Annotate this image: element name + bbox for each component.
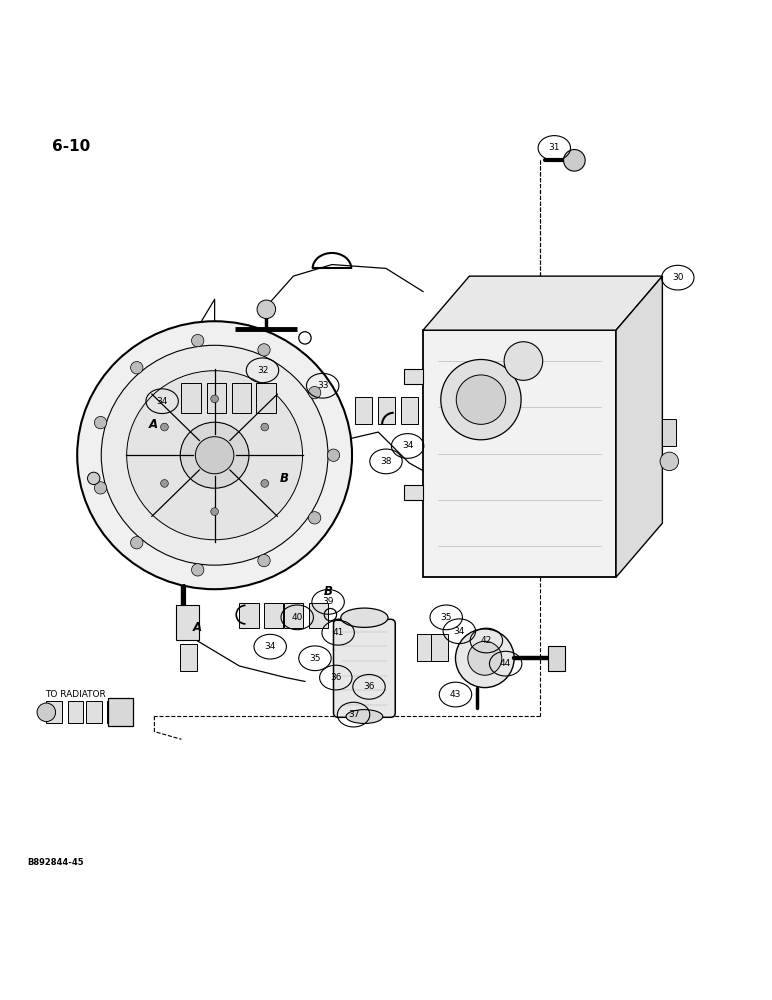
Text: 32: 32 [257,366,268,375]
Text: 40: 40 [292,613,303,622]
Bar [431,634,448,661]
Text: 37: 37 [348,710,359,719]
Bar [108,698,133,726]
Bar [378,397,395,424]
Circle shape [504,342,543,380]
Ellipse shape [101,345,328,565]
Text: A: A [192,621,201,634]
Ellipse shape [180,422,249,488]
Text: B892844-45: B892844-45 [27,858,83,867]
Circle shape [191,334,204,347]
Bar [46,701,62,723]
Circle shape [94,482,107,494]
Circle shape [309,386,321,399]
Text: 44: 44 [500,659,511,668]
Text: 41: 41 [333,628,344,637]
Bar [284,603,303,628]
Circle shape [456,375,506,424]
Bar [86,701,102,723]
Text: A: A [148,418,157,431]
Polygon shape [404,485,423,500]
Circle shape [309,512,321,524]
Text: B: B [279,472,289,485]
Bar [355,397,372,424]
Circle shape [261,480,269,487]
Text: 34: 34 [265,642,276,651]
Bar [662,419,676,446]
Bar [401,397,418,424]
Text: 39: 39 [323,597,334,606]
Circle shape [455,629,514,688]
Text: 35: 35 [441,613,452,622]
Bar [548,646,565,671]
Ellipse shape [195,437,234,474]
Text: 34: 34 [454,627,465,636]
Text: 34: 34 [157,397,168,406]
Ellipse shape [77,321,352,589]
Circle shape [441,359,521,440]
Circle shape [327,449,340,461]
Polygon shape [423,276,662,330]
Bar [68,701,83,723]
Bar [181,383,201,413]
Bar [417,634,434,661]
Circle shape [161,423,168,431]
Circle shape [468,641,502,675]
FancyBboxPatch shape [334,619,395,717]
Circle shape [94,416,107,429]
Circle shape [660,452,679,471]
Circle shape [37,703,56,722]
Bar [107,701,122,723]
Text: 6-10: 6-10 [52,139,91,154]
Bar [176,605,199,640]
Circle shape [211,395,218,403]
Ellipse shape [346,710,383,723]
Bar [207,383,226,413]
Polygon shape [404,369,423,384]
Circle shape [258,554,270,567]
FancyBboxPatch shape [423,330,616,577]
Ellipse shape [340,608,388,627]
Circle shape [130,537,143,549]
Circle shape [130,362,143,374]
Circle shape [191,564,204,576]
Bar [180,644,197,671]
Text: 34: 34 [402,441,413,450]
Text: 33: 33 [317,381,328,390]
Bar [239,603,259,628]
Circle shape [211,508,218,515]
Text: 38: 38 [381,457,391,466]
Text: 42: 42 [481,636,492,645]
Bar [232,383,251,413]
Text: 31: 31 [549,143,560,152]
Circle shape [257,300,276,319]
Bar [256,383,276,413]
Bar [264,603,283,628]
Circle shape [87,472,100,485]
Ellipse shape [127,371,303,540]
Text: TO RADIATOR: TO RADIATOR [46,690,106,699]
Text: 36: 36 [364,682,374,691]
Text: 43: 43 [450,690,461,699]
Circle shape [161,480,168,487]
Text: 36: 36 [330,673,341,682]
Polygon shape [616,276,662,577]
Circle shape [261,423,269,431]
Circle shape [258,344,270,356]
Text: 35: 35 [310,654,320,663]
Circle shape [564,150,585,171]
Text: 30: 30 [672,273,683,282]
Bar [309,603,328,628]
Text: B: B [323,585,333,598]
